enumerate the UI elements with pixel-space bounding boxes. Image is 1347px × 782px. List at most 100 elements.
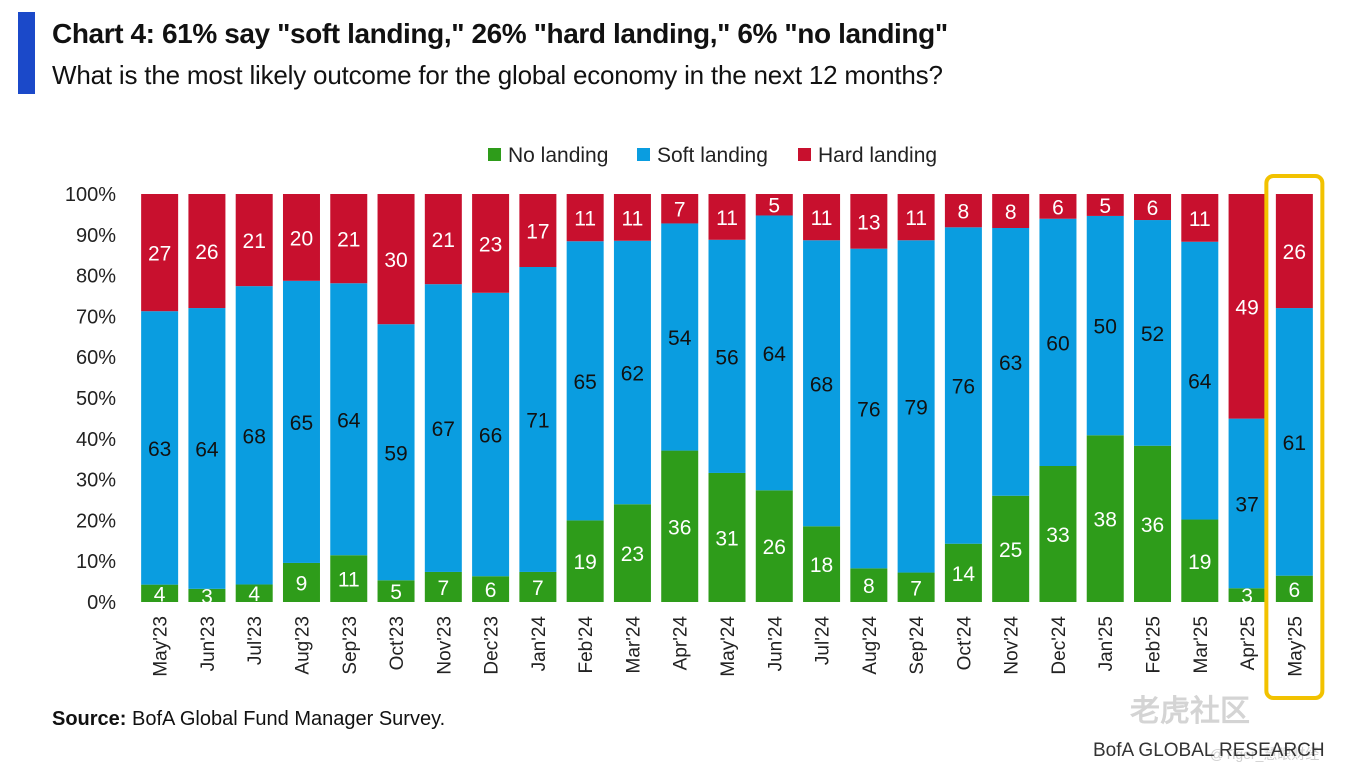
data-label: 65 bbox=[290, 412, 313, 435]
bar-segment bbox=[330, 283, 368, 556]
bar-segment bbox=[235, 194, 273, 287]
legend-label: Hard landing bbox=[818, 144, 937, 167]
x-tick-label: Dec'23 bbox=[482, 616, 503, 675]
bar-segment bbox=[755, 194, 793, 216]
bar-segment bbox=[377, 580, 415, 602]
data-label: 66 bbox=[479, 425, 502, 448]
x-tick-label: Nov'24 bbox=[1002, 616, 1023, 675]
bar-segment bbox=[424, 194, 462, 285]
data-label: 33 bbox=[1046, 524, 1069, 547]
data-label: 6 bbox=[1289, 579, 1301, 602]
legend-label: Soft landing bbox=[657, 144, 768, 167]
x-tick-label: Aug'23 bbox=[292, 616, 313, 675]
data-label: 21 bbox=[432, 229, 455, 252]
data-label: 11 bbox=[716, 207, 738, 230]
bar-segment bbox=[141, 584, 179, 602]
data-label: 52 bbox=[1141, 323, 1164, 346]
data-label: 37 bbox=[1235, 493, 1258, 516]
bar-segment bbox=[188, 308, 226, 589]
bar-segment bbox=[1228, 194, 1266, 419]
data-label: 14 bbox=[952, 563, 976, 586]
bar-segment bbox=[1181, 519, 1219, 602]
x-tick-label: Nov'23 bbox=[434, 616, 455, 675]
x-tick-label: Sep'23 bbox=[340, 616, 361, 675]
data-label: 60 bbox=[1046, 332, 1069, 355]
bar-segment bbox=[708, 472, 746, 602]
x-tick-label: May'25 bbox=[1285, 616, 1306, 677]
source-label: Source: bbox=[52, 708, 127, 730]
data-label: 11 bbox=[574, 208, 596, 231]
bar-segment bbox=[944, 227, 982, 544]
legend-swatch bbox=[637, 148, 650, 161]
data-label: 64 bbox=[195, 438, 219, 461]
bar-segment bbox=[282, 562, 320, 602]
bar-segment bbox=[708, 239, 746, 473]
bar-segment bbox=[661, 223, 699, 451]
chart-subtitle: What is the most likely outcome for the … bbox=[52, 60, 943, 90]
bar-segment bbox=[141, 311, 179, 585]
bar-segment bbox=[1181, 194, 1219, 242]
data-label: 62 bbox=[621, 363, 644, 386]
watermark-handle: @Tiger_慧眼财经 bbox=[1210, 746, 1320, 762]
x-tick-label: Jan'24 bbox=[529, 616, 550, 672]
data-label: 64 bbox=[763, 343, 787, 366]
data-label: 63 bbox=[999, 352, 1022, 375]
x-tick-label: Feb'25 bbox=[1144, 616, 1165, 674]
y-tick-label: 30% bbox=[76, 470, 116, 492]
data-label: 5 bbox=[768, 195, 780, 218]
y-tick-label: 50% bbox=[76, 388, 116, 410]
bar-segment bbox=[188, 194, 226, 309]
bar-segment bbox=[850, 568, 888, 602]
data-label: 20 bbox=[290, 227, 313, 250]
data-label: 3 bbox=[201, 585, 213, 608]
bar-segment bbox=[235, 286, 273, 585]
data-label: 36 bbox=[668, 516, 691, 539]
bar-segment bbox=[661, 450, 699, 602]
bar-segment bbox=[755, 215, 793, 491]
data-label: 56 bbox=[715, 346, 738, 369]
data-label: 4 bbox=[248, 583, 260, 606]
x-tick-label: Jun'24 bbox=[765, 616, 786, 672]
bar-segment bbox=[661, 194, 699, 224]
watermark-logo: 老虎社区 bbox=[1130, 695, 1250, 728]
x-tick-label: May'24 bbox=[718, 616, 739, 677]
data-label: 26 bbox=[763, 536, 786, 559]
bar-segment bbox=[803, 240, 841, 527]
data-label: 38 bbox=[1094, 509, 1117, 532]
bar-segment bbox=[282, 280, 320, 563]
bar-segment bbox=[850, 194, 888, 249]
x-tick-label: Jun'23 bbox=[198, 616, 219, 671]
data-label: 76 bbox=[952, 376, 975, 399]
data-label: 18 bbox=[810, 554, 833, 577]
data-label: 3 bbox=[1241, 585, 1253, 608]
bar-segment bbox=[1086, 435, 1124, 602]
data-label: 7 bbox=[910, 577, 922, 600]
bar-segment bbox=[519, 267, 557, 572]
bar-segment bbox=[1275, 575, 1313, 602]
data-label: 8 bbox=[958, 201, 970, 224]
bar-segment bbox=[897, 194, 935, 241]
data-label: 21 bbox=[337, 229, 360, 252]
x-tick-label: Apr'25 bbox=[1238, 616, 1259, 670]
bar-segment bbox=[566, 241, 604, 521]
bar-segment bbox=[566, 520, 604, 602]
bar-segment bbox=[519, 194, 557, 268]
data-label: 11 bbox=[1189, 208, 1211, 231]
bar-segment bbox=[803, 526, 841, 602]
bar-segment bbox=[472, 576, 510, 602]
bar-segment bbox=[1181, 241, 1219, 520]
bar-segment bbox=[897, 572, 935, 602]
data-label: 54 bbox=[668, 327, 692, 350]
bar-segment bbox=[850, 248, 888, 569]
data-label: 26 bbox=[1283, 241, 1306, 264]
bar-segment bbox=[708, 194, 746, 240]
x-tick-label: Jan'25 bbox=[1096, 616, 1117, 671]
bar-segment bbox=[330, 194, 368, 284]
bar-segment bbox=[944, 543, 982, 602]
data-label: 7 bbox=[437, 577, 449, 600]
bar-segment bbox=[1086, 194, 1124, 216]
y-tick-label: 100% bbox=[65, 184, 116, 206]
data-label: 68 bbox=[243, 425, 266, 448]
x-tick-label: Jul'24 bbox=[813, 616, 834, 665]
bar-segment bbox=[1228, 588, 1266, 602]
